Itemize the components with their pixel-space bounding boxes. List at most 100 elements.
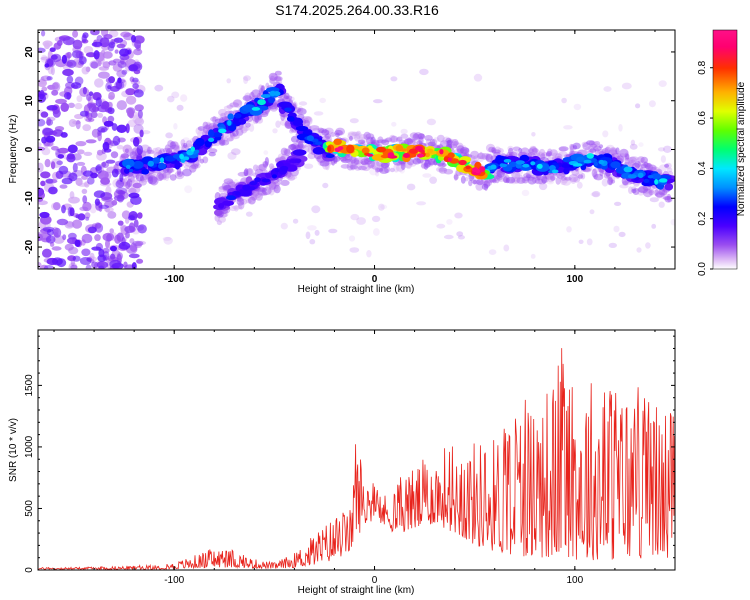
spectral-blob <box>370 136 376 145</box>
spectral-blob <box>98 248 105 258</box>
spectral-blob <box>41 136 47 144</box>
spectral-blob <box>645 242 651 249</box>
spectral-blob <box>348 135 353 141</box>
spectral-blob <box>456 231 464 237</box>
spectral-blob <box>72 39 83 50</box>
spectral-blob <box>451 139 459 146</box>
spectral-blob <box>297 114 305 119</box>
spectral-blob <box>426 118 437 126</box>
spectral-blob <box>296 108 307 115</box>
spectral-blob <box>227 152 237 160</box>
spectral-blob <box>128 187 137 194</box>
spectral-blob <box>152 157 161 164</box>
spectral-blob <box>274 168 280 173</box>
spectral-blob <box>419 68 429 76</box>
spectral-blob <box>68 246 79 255</box>
spectral-blob <box>126 179 133 188</box>
spectral-blob <box>87 226 97 234</box>
spectral-blob <box>630 139 636 146</box>
spectral-blob <box>550 175 556 181</box>
spectral-blob <box>185 140 193 148</box>
spectral-blob <box>229 102 240 108</box>
spectral-blob <box>72 255 81 262</box>
spectral-blob <box>225 195 236 201</box>
spectral-blob <box>590 192 600 197</box>
spectral-blob <box>97 60 102 67</box>
spectral-blob <box>353 157 359 165</box>
spectral-blob <box>648 100 656 108</box>
spectral-blob <box>141 168 150 175</box>
spectral-blob <box>491 147 497 154</box>
spectral-blob <box>51 89 59 96</box>
spectral-blob <box>125 123 130 134</box>
spectral-blob <box>134 104 144 112</box>
spectral-blob <box>74 102 83 110</box>
spectral-blob <box>413 133 419 141</box>
spectral-blob <box>108 76 115 84</box>
spectral-blob <box>46 229 55 236</box>
spectral-blob <box>400 128 408 135</box>
spectral-blob <box>233 113 242 119</box>
spectral-blob <box>62 36 75 46</box>
spectral-blob <box>119 173 124 182</box>
spectral-blob <box>165 132 173 139</box>
spectral-blob <box>395 144 404 152</box>
spectral-blob <box>631 188 637 194</box>
spectral-blob <box>180 94 188 102</box>
spectral-blob <box>90 30 100 36</box>
colorbar-ticks: 0.0 0.2 0.4 0.6 0.8 <box>697 60 713 276</box>
spectral-blob <box>112 135 121 146</box>
spectral-blob <box>349 118 359 124</box>
spectral-blob <box>295 158 302 164</box>
spectral-blob <box>330 132 336 137</box>
spectral-blob <box>454 212 463 219</box>
spectral-blob <box>79 110 89 117</box>
spectral-blob <box>125 231 130 239</box>
spectral-blob <box>75 141 87 147</box>
spectral-blob <box>292 218 299 224</box>
spectral-blob <box>38 118 46 127</box>
spectral-blob <box>242 184 251 191</box>
spectral-blob <box>651 223 657 229</box>
spectral-blob <box>264 157 269 166</box>
spectral-blob <box>315 141 323 146</box>
spectral-blob <box>182 168 192 177</box>
x-tick-label: 0 <box>372 274 378 285</box>
spectral-blob <box>95 97 102 107</box>
spectral-blob <box>265 172 273 179</box>
spectral-blob <box>110 253 116 260</box>
spectral-blob <box>108 41 116 49</box>
spectral-blob <box>518 147 523 154</box>
spectral-blob <box>222 200 235 206</box>
spectral-blob <box>84 212 91 219</box>
spectral-blob <box>530 253 536 259</box>
spectral-blob <box>218 203 225 209</box>
colorbar-tick-label: 0.2 <box>697 211 708 225</box>
spectral-blob <box>114 80 125 90</box>
spectral-blob <box>121 69 128 75</box>
spectral-blob <box>478 166 486 173</box>
spectral-blob <box>167 95 175 103</box>
spectral-blob <box>634 161 641 168</box>
spectral-blob <box>125 164 131 169</box>
spectral-blob <box>117 61 127 68</box>
spectral-blob <box>46 119 54 126</box>
spectral-blob <box>107 211 117 219</box>
spectral-blob <box>602 130 609 138</box>
spectral-blob <box>334 147 341 153</box>
spectral-blob <box>75 119 81 130</box>
spectral-blob <box>573 103 582 111</box>
spectral-blob <box>664 183 674 191</box>
spectral-blob <box>110 245 117 252</box>
spectral-blob <box>62 68 74 77</box>
spectral-blob <box>269 163 274 169</box>
spectral-blob <box>522 163 530 168</box>
spectral-blob <box>125 88 136 96</box>
spectral-blob <box>122 158 135 168</box>
spectral-blob <box>135 173 144 182</box>
spectral-blob <box>260 94 271 98</box>
spectral-blob <box>82 170 94 177</box>
spectral-blob <box>106 233 112 242</box>
spectral-blob <box>643 178 650 183</box>
